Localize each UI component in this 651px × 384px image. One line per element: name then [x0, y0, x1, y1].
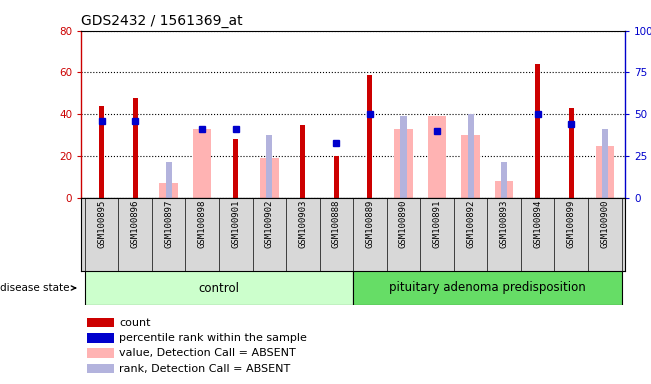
Bar	[87, 364, 114, 373]
Bar	[87, 349, 114, 358]
Text: GSM100903: GSM100903	[298, 200, 307, 248]
Text: GSM100888: GSM100888	[332, 200, 341, 248]
Text: control: control	[199, 281, 240, 295]
Text: GSM100890: GSM100890	[399, 200, 408, 248]
Bar	[193, 129, 212, 198]
Text: GDS2432 / 1561369_at: GDS2432 / 1561369_at	[81, 14, 243, 28]
Text: GSM100901: GSM100901	[231, 200, 240, 248]
Bar	[85, 271, 353, 305]
Text: GSM100898: GSM100898	[198, 200, 206, 248]
Text: count: count	[119, 318, 151, 328]
Bar	[602, 129, 608, 198]
Text: GSM100894: GSM100894	[533, 200, 542, 248]
Bar	[596, 146, 614, 198]
Bar	[133, 98, 137, 198]
Bar	[87, 333, 114, 343]
Bar	[501, 162, 507, 198]
Text: disease state: disease state	[0, 283, 76, 293]
Bar	[467, 114, 474, 198]
Bar	[334, 156, 339, 198]
Bar	[233, 139, 238, 198]
Bar	[569, 108, 574, 198]
Bar	[165, 162, 172, 198]
Bar	[260, 158, 279, 198]
Text: GSM100900: GSM100900	[600, 200, 609, 248]
Text: GSM100896: GSM100896	[131, 200, 139, 248]
Text: GSM100891: GSM100891	[432, 200, 441, 248]
Bar	[367, 74, 372, 198]
Bar	[535, 64, 540, 198]
Text: GSM100897: GSM100897	[164, 200, 173, 248]
Text: GSM100893: GSM100893	[500, 200, 508, 248]
Bar	[462, 135, 480, 198]
Text: percentile rank within the sample: percentile rank within the sample	[119, 333, 307, 343]
Text: pituitary adenoma predisposition: pituitary adenoma predisposition	[389, 281, 586, 295]
Bar	[353, 271, 622, 305]
Text: GSM100889: GSM100889	[365, 200, 374, 248]
Bar	[87, 318, 114, 327]
Bar	[266, 135, 272, 198]
Text: rank, Detection Call = ABSENT: rank, Detection Call = ABSENT	[119, 364, 291, 374]
Text: GSM100892: GSM100892	[466, 200, 475, 248]
Bar	[400, 116, 406, 198]
Text: GSM100899: GSM100899	[567, 200, 575, 248]
Text: GSM100902: GSM100902	[265, 200, 274, 248]
Bar	[428, 116, 447, 198]
Bar	[495, 181, 514, 198]
Text: value, Detection Call = ABSENT: value, Detection Call = ABSENT	[119, 348, 296, 358]
Bar	[300, 125, 305, 198]
Bar	[99, 106, 104, 198]
Text: GSM100895: GSM100895	[97, 200, 106, 248]
Bar	[395, 129, 413, 198]
Bar	[159, 183, 178, 198]
